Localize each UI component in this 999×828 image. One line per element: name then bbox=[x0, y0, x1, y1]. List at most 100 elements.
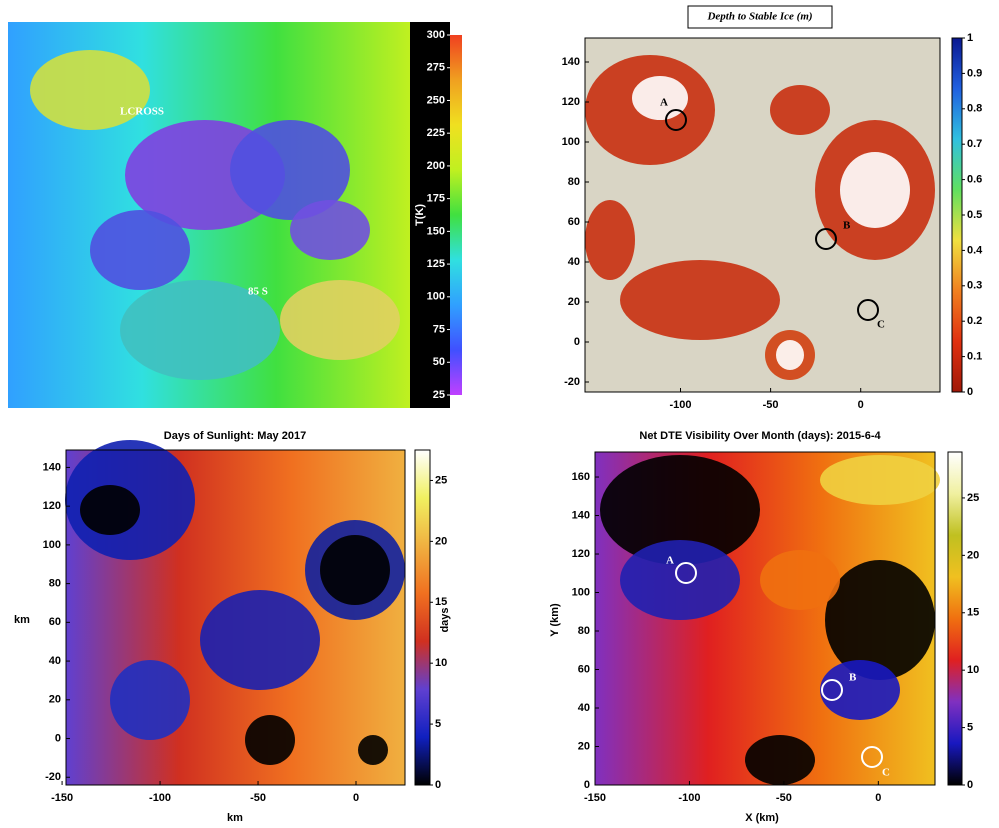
y-tick-label: 40 bbox=[49, 655, 61, 667]
colorbar-tick-label: 0.8 bbox=[967, 103, 982, 115]
x-tick-label: -150 bbox=[51, 792, 73, 804]
colorbar-annotation: Sulfur bbox=[469, 101, 501, 113]
x-tick-label: -100 bbox=[669, 399, 691, 411]
map-annotation: LCROSS bbox=[120, 106, 164, 118]
map-feature bbox=[90, 210, 190, 290]
map-feature bbox=[200, 590, 320, 690]
map-feature bbox=[760, 550, 840, 610]
chart-title: Depth to Stable Ice (m) bbox=[706, 11, 812, 23]
colorbar-tick-label: 10 bbox=[967, 664, 979, 676]
map-annotation: 85 S bbox=[248, 286, 268, 298]
colorbar-tick-label: 250 bbox=[427, 94, 445, 106]
x-tick-label: 0 bbox=[353, 792, 359, 804]
y-tick-label: 40 bbox=[568, 256, 580, 268]
y-tick-label: 140 bbox=[572, 509, 590, 521]
colorbar-tick-label: 10 bbox=[435, 657, 447, 669]
map-feature bbox=[776, 340, 804, 370]
colorbar bbox=[952, 38, 962, 392]
colorbar-tick-label: 15 bbox=[967, 607, 979, 619]
map-annotation: A bbox=[660, 97, 668, 109]
y-tick-label: 100 bbox=[562, 136, 580, 148]
colorbar-tick-label: 225 bbox=[427, 127, 445, 139]
colorbar-tick-label: 125 bbox=[427, 258, 445, 270]
x-tick-label: -50 bbox=[250, 792, 266, 804]
y-tick-label: 140 bbox=[562, 56, 580, 68]
x-tick-label: -100 bbox=[678, 792, 700, 804]
x-axis-label: km bbox=[227, 812, 243, 824]
map-feature bbox=[30, 50, 150, 130]
map-feature bbox=[320, 535, 390, 605]
y-tick-label: 120 bbox=[572, 548, 590, 560]
map-feature bbox=[80, 485, 140, 535]
y-tick-label: 100 bbox=[572, 586, 590, 598]
map-feature bbox=[825, 560, 935, 680]
colorbar-tick-label: 20 bbox=[435, 535, 447, 547]
colorbar-annotation: Sodium bbox=[469, 153, 510, 165]
map-feature bbox=[280, 280, 400, 360]
x-tick-label: -150 bbox=[584, 792, 606, 804]
x-tick-label: -100 bbox=[149, 792, 171, 804]
colorbar-tick-label: 0.1 bbox=[967, 351, 982, 363]
colorbar-tick-label: 50 bbox=[433, 356, 445, 368]
y-tick-label: 0 bbox=[584, 779, 590, 791]
map-feature bbox=[585, 200, 635, 280]
colorbar-annotation: Hydrogen Sulfide bbox=[469, 355, 560, 367]
panel: ABC-150-100-500160140120100806040200Net … bbox=[549, 430, 979, 824]
x-tick-label: -50 bbox=[763, 399, 779, 411]
y-tick-label: 120 bbox=[562, 96, 580, 108]
colorbar bbox=[415, 450, 430, 785]
y-axis-label: Y (km) bbox=[549, 603, 561, 637]
colorbar-tick-label: 5 bbox=[967, 721, 973, 733]
y-tick-label: 0 bbox=[55, 732, 61, 744]
colorbar-tick-label: 150 bbox=[427, 225, 445, 237]
colorbar-tick-label: 0 bbox=[967, 386, 973, 398]
map-annotation: B bbox=[849, 672, 857, 684]
panel: LCROSS85 S300275250225200175150125100755… bbox=[8, 22, 560, 408]
colorbar-tick-label: 200 bbox=[427, 160, 445, 172]
colorbar-tick-label: 0.4 bbox=[967, 244, 983, 256]
colorbar-label: days bbox=[439, 607, 451, 632]
map-annotation: C bbox=[877, 319, 885, 331]
colorbar-tick-label: 25 bbox=[967, 492, 979, 504]
y-tick-label: 60 bbox=[568, 216, 580, 228]
map-feature bbox=[840, 152, 910, 228]
y-tick-label: 20 bbox=[568, 296, 580, 308]
x-tick-label: 0 bbox=[875, 792, 881, 804]
map-feature bbox=[770, 85, 830, 135]
colorbar-tick-label: 0.7 bbox=[967, 138, 982, 150]
y-tick-label: 40 bbox=[578, 702, 590, 714]
y-tick-label: 80 bbox=[49, 578, 61, 590]
colorbar-label: T(K) bbox=[414, 204, 426, 226]
colorbar-tick-label: 25 bbox=[433, 389, 445, 401]
y-tick-label: 60 bbox=[578, 663, 590, 675]
y-tick-label: 100 bbox=[43, 539, 61, 551]
map-feature bbox=[358, 735, 388, 765]
y-tick-label: 120 bbox=[43, 500, 61, 512]
map-annotation: A bbox=[666, 555, 674, 567]
y-tick-label: 20 bbox=[578, 740, 590, 752]
x-tick-label: -50 bbox=[776, 792, 792, 804]
colorbar-tick-label: 0 bbox=[435, 779, 441, 791]
map-feature bbox=[820, 455, 940, 505]
colorbar-tick-label: 0.3 bbox=[967, 280, 982, 292]
colorbar-tick-label: 0.2 bbox=[967, 315, 982, 327]
y-tick-label: 60 bbox=[49, 616, 61, 628]
y-tick-label: 80 bbox=[568, 176, 580, 188]
colorbar-tick-label: 25 bbox=[435, 474, 447, 486]
x-tick-label: 0 bbox=[858, 399, 864, 411]
x-axis-label: X (km) bbox=[745, 812, 779, 824]
panel: ABC-100-500140120100806040200-20Depth to… bbox=[562, 6, 984, 411]
y-tick-label: 140 bbox=[43, 461, 61, 473]
y-tick-label: -20 bbox=[45, 771, 61, 783]
colorbar-tick-label: 0.5 bbox=[967, 209, 982, 221]
y-tick-label: 80 bbox=[578, 625, 590, 637]
colorbar-annotation: Methanol bbox=[469, 297, 517, 309]
map-feature bbox=[290, 200, 370, 260]
colorbar-tick-label: 300 bbox=[427, 29, 445, 41]
colorbar-annotation: LCROSS bbox=[469, 367, 515, 379]
y-tick-label: 160 bbox=[572, 471, 590, 483]
colorbar-tick-label: 75 bbox=[433, 323, 445, 335]
colorbar-tick-label: 5 bbox=[435, 718, 441, 730]
chart-title: Days of Sunlight: May 2017 bbox=[164, 430, 306, 442]
